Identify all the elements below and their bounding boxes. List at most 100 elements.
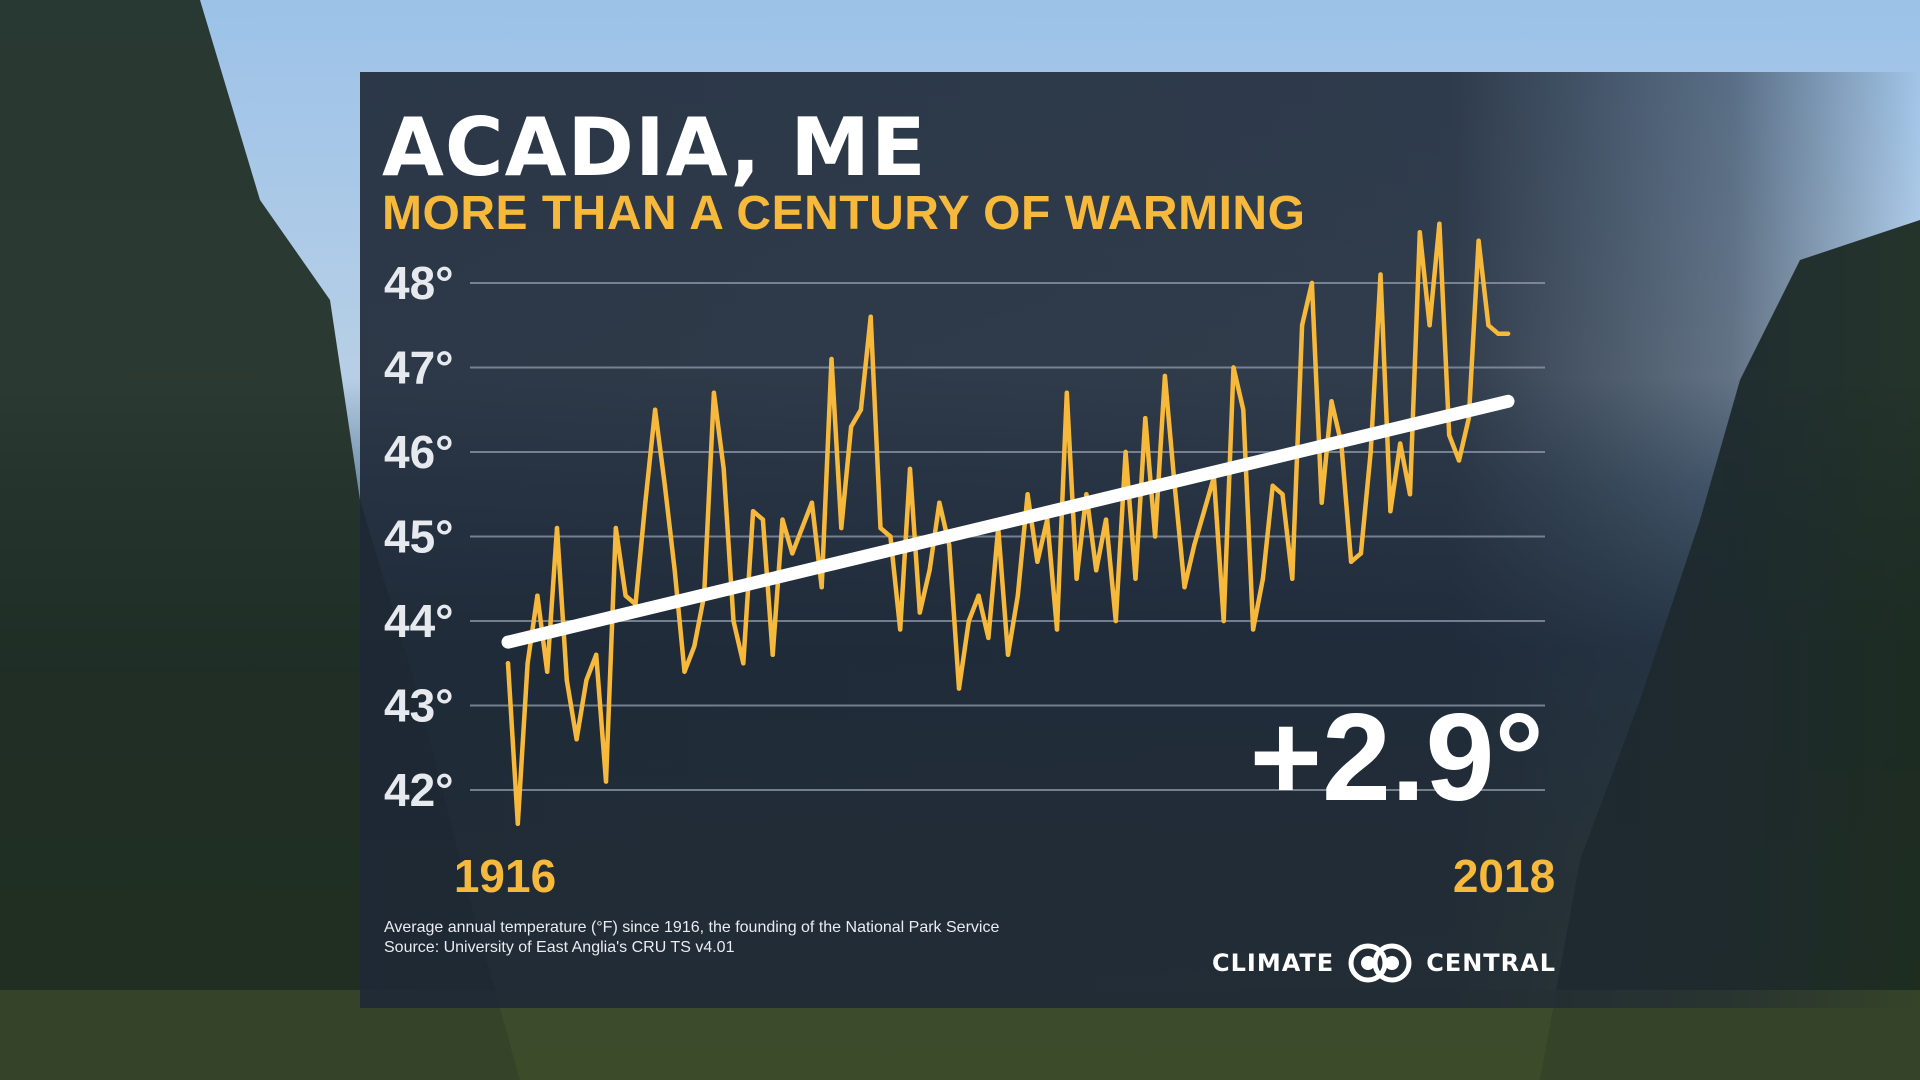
data-point [1201, 508, 1207, 514]
data-point [584, 677, 589, 683]
data-point [1103, 517, 1109, 522]
data-point [1270, 483, 1275, 488]
data-point [1113, 618, 1119, 624]
data-point [1427, 323, 1432, 328]
data-point [711, 390, 717, 396]
data-point [927, 568, 932, 573]
data-point [1280, 492, 1285, 497]
data-point [692, 644, 697, 649]
data-point [731, 618, 736, 624]
data-point [564, 677, 570, 683]
data-point [1054, 627, 1060, 632]
data-point [1192, 542, 1197, 548]
data-point [799, 525, 805, 531]
trend-line [501, 394, 1515, 649]
data-point [515, 821, 521, 826]
data-point [1250, 627, 1256, 632]
y-tick-label: 47° [384, 342, 454, 394]
data-point [1446, 432, 1452, 438]
data-point [1437, 221, 1442, 227]
data-point [1358, 551, 1364, 556]
data-point [1505, 331, 1511, 336]
data-point [741, 661, 746, 666]
y-tick-label: 44° [384, 595, 454, 647]
data-point [1495, 331, 1501, 336]
data-point [1152, 534, 1158, 539]
data-point [525, 661, 530, 666]
data-point [819, 585, 824, 590]
data-point [1231, 365, 1236, 370]
data-point [1015, 593, 1021, 598]
data-point [966, 618, 971, 624]
data-point [1299, 323, 1305, 328]
y-axis-tick-labels: 42° 43° 44° 45° 46° 47° 48° [384, 257, 454, 816]
data-point [1035, 559, 1040, 565]
data-point [1378, 272, 1383, 277]
data-point [888, 534, 893, 539]
data-point [554, 525, 560, 531]
data-point [1486, 323, 1491, 328]
data-point [623, 593, 628, 598]
data-point [1005, 652, 1011, 657]
data-point [721, 466, 726, 472]
climate-central-logo: CLIMATE CENTRAL [1212, 938, 1556, 988]
data-point [1397, 441, 1403, 446]
data-point [662, 483, 668, 488]
data-point [682, 669, 687, 674]
data-point [1309, 280, 1315, 286]
data-point [956, 686, 962, 691]
footnote-description: Average annual temperature (°F) since 19… [384, 919, 1000, 936]
logo-rings-icon [1348, 943, 1412, 983]
data-point [858, 407, 864, 412]
logo-word-left: CLIMATE [1212, 949, 1335, 977]
x-label-start: 1916 [454, 850, 556, 902]
data-point [1260, 576, 1266, 581]
data-point [780, 517, 785, 522]
data-point [613, 525, 619, 531]
data-point [1182, 585, 1187, 590]
data-point [829, 356, 834, 362]
chart-subtitle: MORE THAN A CENTURY OF WARMING [382, 187, 1306, 240]
data-point [897, 627, 903, 632]
y-tick-label: 48° [384, 257, 454, 309]
data-point [535, 593, 540, 598]
data-point [1084, 492, 1089, 497]
data-point [770, 652, 775, 657]
data-point [907, 466, 913, 472]
data-point [1348, 559, 1354, 565]
data-point [1368, 449, 1373, 455]
y-tick-label: 46° [384, 426, 454, 478]
data-point [946, 542, 952, 548]
y-tick-label: 43° [384, 680, 454, 732]
data-point [848, 424, 854, 429]
data-point [1407, 492, 1413, 497]
data-point [878, 525, 883, 531]
data-point [1329, 399, 1334, 404]
data-point [750, 508, 756, 514]
data-point [1025, 492, 1030, 497]
data-point [1064, 390, 1070, 396]
data-point [652, 407, 658, 412]
warming-change-label: +2.9° [1250, 689, 1544, 827]
data-point [1162, 373, 1168, 379]
data-point [1074, 576, 1079, 581]
data-point [672, 568, 677, 573]
data-point [1476, 238, 1481, 243]
data-point [809, 500, 815, 505]
data-point [1221, 618, 1226, 624]
footnote-source: Source: University of East Anglia's CRU … [384, 939, 735, 956]
data-point [643, 500, 648, 505]
data-point [603, 779, 609, 784]
data-point [868, 314, 873, 319]
data-point [574, 737, 579, 742]
data-point [790, 551, 795, 556]
data-point [1123, 449, 1128, 455]
data-point [1143, 416, 1148, 421]
data-point [1241, 407, 1246, 412]
chart-title: ACADIA, ME [382, 101, 927, 194]
trend-line-group [501, 394, 1515, 649]
data-point [917, 610, 922, 615]
data-point [839, 525, 844, 531]
x-label-end: 2018 [1453, 850, 1555, 902]
